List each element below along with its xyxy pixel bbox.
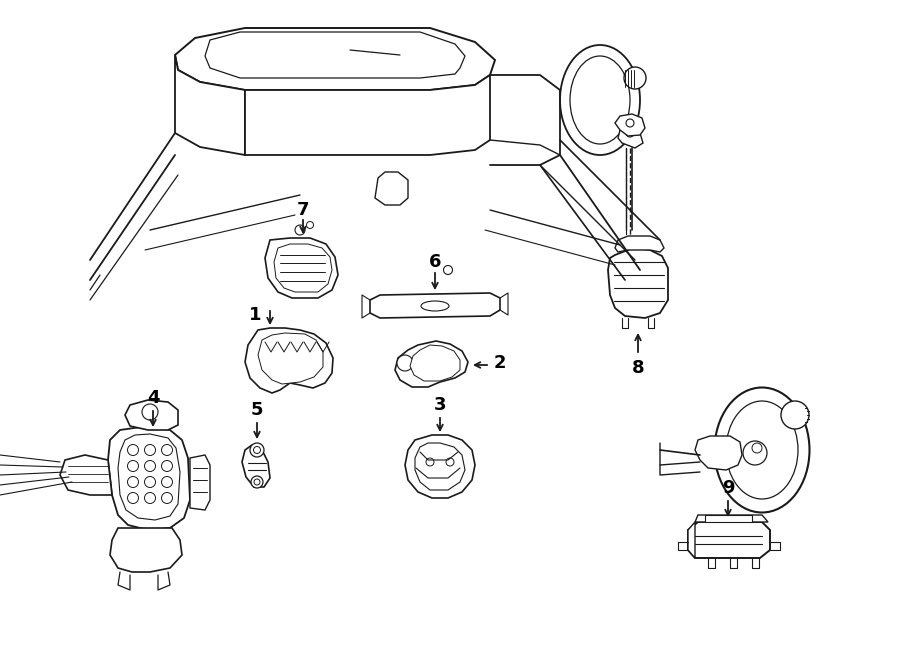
Polygon shape: [274, 244, 332, 292]
Polygon shape: [175, 55, 245, 155]
Text: 6: 6: [428, 253, 441, 271]
Text: 5: 5: [251, 401, 263, 419]
Ellipse shape: [624, 67, 646, 89]
Polygon shape: [175, 28, 495, 90]
Polygon shape: [695, 515, 768, 522]
Circle shape: [251, 476, 263, 488]
Polygon shape: [608, 248, 668, 318]
Polygon shape: [395, 341, 468, 387]
Polygon shape: [245, 328, 333, 393]
Polygon shape: [258, 333, 323, 384]
Polygon shape: [415, 443, 465, 490]
Ellipse shape: [560, 45, 640, 155]
Polygon shape: [125, 400, 178, 430]
Polygon shape: [60, 455, 112, 495]
Text: 7: 7: [297, 201, 310, 219]
Ellipse shape: [781, 401, 809, 429]
Polygon shape: [108, 426, 190, 530]
Polygon shape: [615, 236, 664, 252]
Circle shape: [426, 458, 434, 466]
Text: 3: 3: [434, 396, 446, 414]
Text: 8: 8: [632, 359, 644, 377]
Circle shape: [142, 404, 158, 420]
Polygon shape: [205, 32, 465, 78]
Text: 1: 1: [248, 306, 261, 324]
Polygon shape: [618, 128, 643, 148]
Polygon shape: [695, 436, 742, 470]
Circle shape: [446, 458, 454, 466]
Polygon shape: [410, 345, 460, 381]
Polygon shape: [688, 522, 770, 558]
Polygon shape: [245, 75, 490, 155]
Polygon shape: [705, 515, 752, 522]
Polygon shape: [405, 435, 475, 498]
Polygon shape: [688, 522, 695, 558]
Polygon shape: [265, 238, 338, 298]
Text: 2: 2: [494, 354, 506, 372]
Circle shape: [307, 221, 313, 229]
Circle shape: [626, 119, 634, 127]
Polygon shape: [110, 528, 182, 572]
Circle shape: [397, 355, 413, 371]
Circle shape: [295, 225, 305, 235]
Ellipse shape: [570, 56, 630, 144]
Ellipse shape: [726, 401, 798, 499]
Ellipse shape: [421, 301, 449, 311]
Circle shape: [626, 129, 634, 137]
Polygon shape: [615, 114, 645, 136]
Polygon shape: [118, 434, 180, 520]
Circle shape: [444, 266, 453, 274]
Polygon shape: [242, 445, 270, 487]
Text: 4: 4: [147, 389, 159, 407]
Polygon shape: [375, 172, 408, 205]
Polygon shape: [190, 455, 210, 510]
Ellipse shape: [715, 387, 809, 512]
Circle shape: [250, 443, 264, 457]
Text: 9: 9: [722, 479, 734, 497]
Polygon shape: [370, 293, 500, 318]
